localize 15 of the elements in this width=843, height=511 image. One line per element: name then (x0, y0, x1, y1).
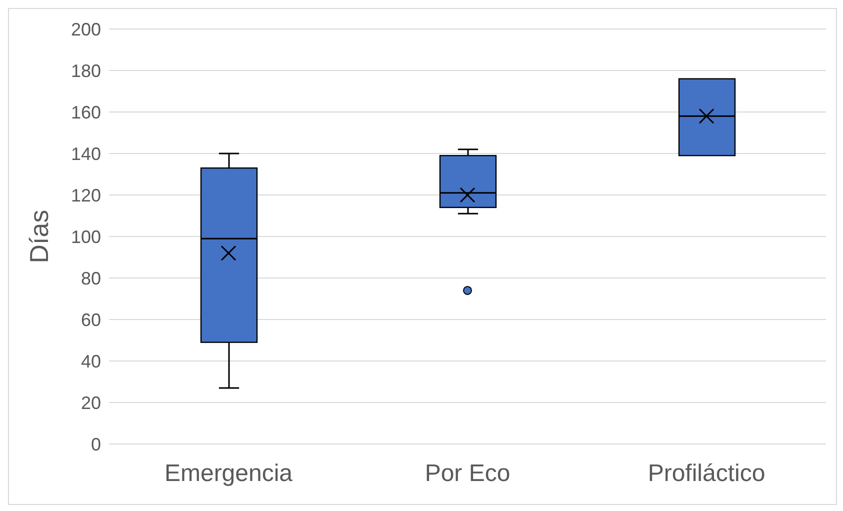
x-tick-label: Profiláctico (648, 460, 766, 488)
y-tick-label: 80 (80, 268, 101, 288)
y-tick-label: 200 (70, 19, 101, 40)
y-tick-label: 140 (70, 144, 101, 164)
y-tick-label: 120 (70, 185, 101, 206)
y-tick-label: 60 (80, 310, 101, 330)
y-tick-label: 180 (70, 60, 101, 81)
y-tick-label: 100 (70, 226, 101, 247)
y-axis-title: Días (24, 210, 54, 264)
y-tick-label: 0 (90, 434, 101, 454)
y-tick-label: 160 (70, 102, 101, 122)
y-tick-label: 40 (80, 351, 101, 372)
y-tick-label: 20 (80, 392, 101, 413)
x-tick-label: Por Eco (424, 460, 510, 488)
x-tick-label: Emergencia (164, 460, 294, 488)
